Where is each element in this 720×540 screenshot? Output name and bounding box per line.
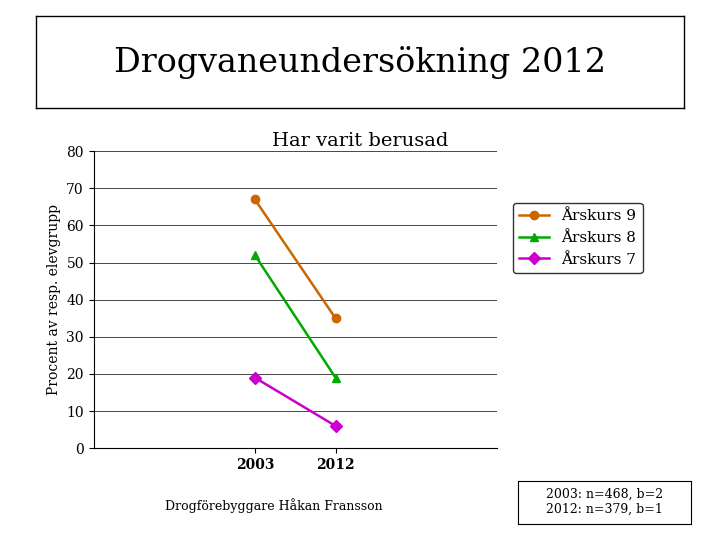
Y-axis label: Procent av resp. elevgrupp: Procent av resp. elevgrupp (47, 204, 60, 395)
Årskurs 7 (251, 374, 259, 381)
Årskurs 8 (251, 252, 259, 258)
Legend: Årskurs 9, Årskurs 8, Årskurs 7: Årskurs 9, Årskurs 8, Årskurs 7 (513, 204, 642, 273)
Text: 2003: n=468, b=2
2012: n=379, b=1: 2003: n=468, b=2 2012: n=379, b=1 (546, 488, 663, 516)
Text: Har varit berusad: Har varit berusad (272, 132, 448, 150)
Text: Drogvaneundersökning 2012: Drogvaneundersökning 2012 (114, 45, 606, 79)
Årskurs 8 (331, 374, 340, 381)
Årskurs 9 (251, 196, 259, 202)
Line: Årskurs 7: Årskurs 7 (251, 374, 340, 430)
Årskurs 9 (331, 315, 340, 321)
Text: Drogförebyggare Håkan Fransson: Drogförebyggare Håkan Fransson (165, 498, 382, 513)
Line: Årskurs 9: Årskurs 9 (251, 195, 340, 322)
Årskurs 7 (331, 423, 340, 429)
Line: Årskurs 8: Årskurs 8 (251, 251, 340, 382)
